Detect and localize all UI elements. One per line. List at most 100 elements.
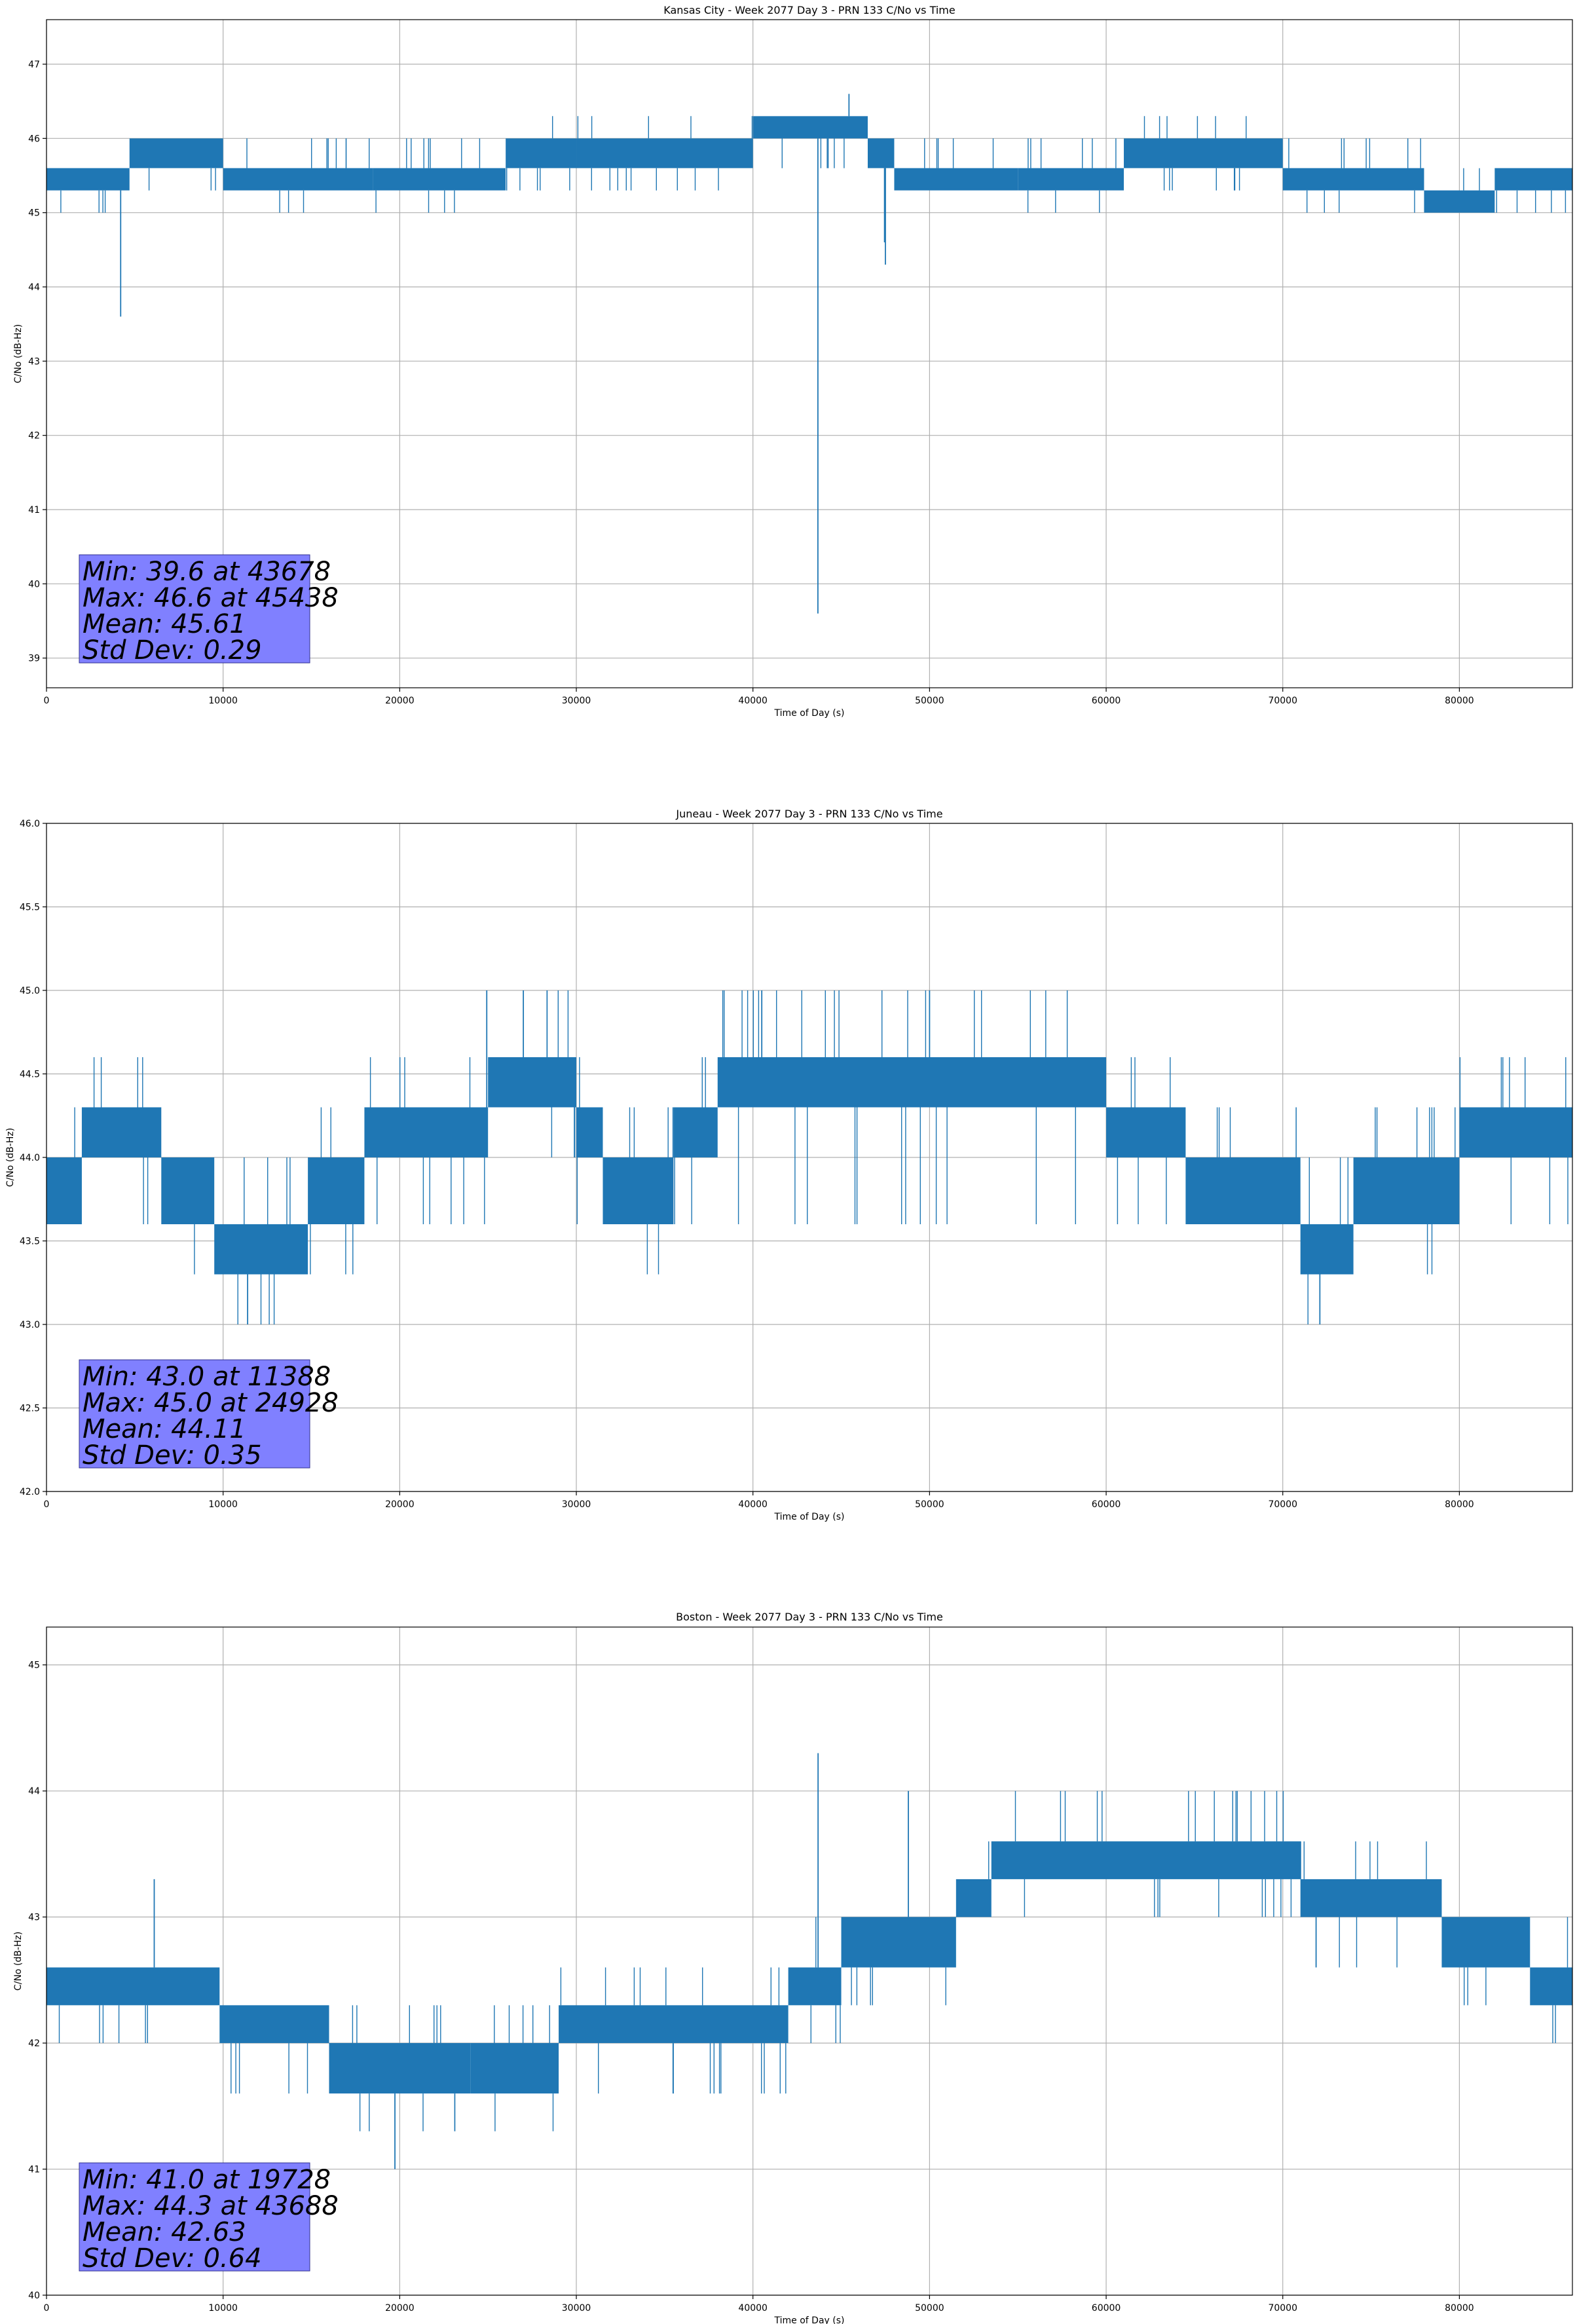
y-tick-label: 43.5 (20, 1237, 40, 1247)
cno-band (214, 1224, 308, 1275)
cno-band (673, 1107, 718, 1157)
x-tick-label: 40000 (738, 2303, 768, 2314)
y-tick-label: 47 (28, 60, 40, 70)
y-tick-label: 44.0 (20, 1153, 40, 1163)
cno-band (717, 1057, 1107, 1108)
cno-band (223, 168, 373, 191)
x-tick-label: 80000 (1445, 2303, 1474, 2314)
y-tick-label: 44.5 (20, 1070, 40, 1080)
cno-band (991, 1841, 1301, 1879)
cno-band (329, 2043, 471, 2094)
cno-band (46, 1967, 220, 2006)
y-tick-label: 42 (28, 2038, 40, 2049)
cno-excursions (58, 1791, 1568, 2131)
stats-box (79, 2162, 310, 2272)
cno-band (81, 1107, 162, 1157)
cno-band (161, 1157, 215, 1224)
cno-band (603, 1157, 674, 1224)
x-axis-label: Time of Day (s) (774, 1512, 845, 1522)
x-tick-label: 20000 (385, 1499, 415, 1510)
cno-band (752, 116, 868, 139)
chart-title: Kansas City - Week 2077 Day 3 - PRN 133 … (663, 4, 955, 16)
series-layer (46, 94, 1572, 614)
cno-band (576, 138, 753, 168)
x-tick-label: 30000 (562, 1499, 591, 1510)
stats-box (79, 554, 310, 664)
stats-min: Min: 39.6 at 43678 (83, 557, 331, 587)
chart-title: Boston - Week 2077 Day 3 - PRN 133 C/No … (676, 1611, 943, 1623)
x-tick-label: 60000 (1092, 1499, 1121, 1510)
cno-series-line (46, 94, 1572, 614)
cno-band (1459, 1107, 1572, 1157)
stats-max: Max: 45.0 at 24928 (83, 1388, 339, 1418)
x-tick-label: 30000 (562, 696, 591, 706)
y-tick-label: 44 (28, 1786, 40, 1797)
x-tick-label: 0 (44, 2303, 50, 2314)
cno-band-group (46, 116, 1572, 213)
x-tick-label: 30000 (562, 2303, 591, 2314)
series-layer (46, 990, 1572, 1324)
y-tick-label: 46.0 (20, 819, 40, 829)
stats-box (79, 1359, 310, 1469)
x-tick-label: 60000 (1092, 2303, 1121, 2314)
x-tick-layer: 0 10000 20000 30000 40000 50000 60000 70000 8000… (44, 688, 1474, 706)
cno-band (1124, 138, 1283, 168)
stats-mean: Mean: 45.61 (83, 609, 246, 639)
y-tick-label: 45.5 (20, 903, 40, 913)
cno-band (46, 1157, 82, 1224)
y-axis-label: C/No (dB-Hz) (5, 1128, 16, 1187)
x-tick-label: 10000 (208, 1499, 238, 1510)
y-tick-label: 43 (28, 1913, 40, 1923)
y-tick-label: 40 (28, 2291, 40, 2301)
y-tick-layer: 39 40 41 42 43 44 45 46 47 (28, 60, 46, 664)
y-tick-label: 42.5 (20, 1404, 40, 1414)
cno-band (867, 138, 895, 168)
y-tick-label: 45 (28, 208, 40, 219)
y-tick-label: 42 (28, 431, 40, 441)
cno-band (1018, 168, 1124, 191)
cno-band (308, 1157, 365, 1224)
cno-band (219, 2005, 329, 2044)
x-tick-layer: 0 10000 20000 30000 40000 50000 60000 70000 8000… (44, 2295, 1474, 2314)
x-tick-label: 40000 (738, 696, 768, 706)
cno-band (1530, 1967, 1572, 2006)
y-tick-label: 46 (28, 134, 40, 144)
cno-band (1282, 168, 1424, 191)
cno-band-group (46, 1057, 1572, 1275)
plot-frame (46, 1626, 1573, 2296)
chart-title: Juneau - Week 2077 Day 3 - PRN 133 C/No … (675, 808, 942, 820)
chart-kansas-city: Kansas City - Week 2077 Day 3 - PRN 133 … (13, 4, 1573, 719)
x-tick-label: 50000 (915, 696, 944, 706)
stats-std-dev: Std Dev: 0.64 (83, 2243, 262, 2274)
cno-band (1424, 190, 1495, 213)
cno-series-line (46, 990, 1572, 1324)
cno-band (894, 168, 1018, 191)
cno-band (1185, 1157, 1301, 1224)
cno-band (364, 1107, 489, 1157)
cno-band (1353, 1157, 1460, 1224)
y-tick-label: 44 (28, 282, 40, 293)
x-axis-label: Time of Day (s) (774, 708, 845, 719)
cno-band (955, 1879, 992, 1917)
chart-juneau: Juneau - Week 2077 Day 3 - PRN 133 C/No … (5, 808, 1573, 1522)
cno-band (841, 1917, 956, 1968)
stats-max: Max: 46.6 at 45438 (83, 583, 339, 613)
cno-band (788, 1967, 842, 2006)
cno-band (506, 138, 577, 168)
x-tick-label: 70000 (1268, 2303, 1297, 2314)
cno-band (1494, 168, 1572, 191)
x-tick-label: 20000 (385, 2303, 415, 2314)
stats-mean: Mean: 44.11 (83, 1414, 246, 1444)
cno-band (1106, 1107, 1186, 1157)
y-axis-label: C/No (dB-Hz) (13, 1932, 24, 1991)
cno-band (470, 2043, 559, 2094)
cno-band (559, 2005, 788, 2044)
y-tick-label: 45 (28, 1660, 40, 1671)
stats-std-dev: Std Dev: 0.29 (83, 635, 262, 665)
y-tick-label: 43 (28, 356, 40, 367)
cno-band (576, 1107, 603, 1157)
cno-band (1300, 1224, 1354, 1275)
cno-band (373, 168, 506, 191)
cno-band (1300, 1879, 1442, 1917)
